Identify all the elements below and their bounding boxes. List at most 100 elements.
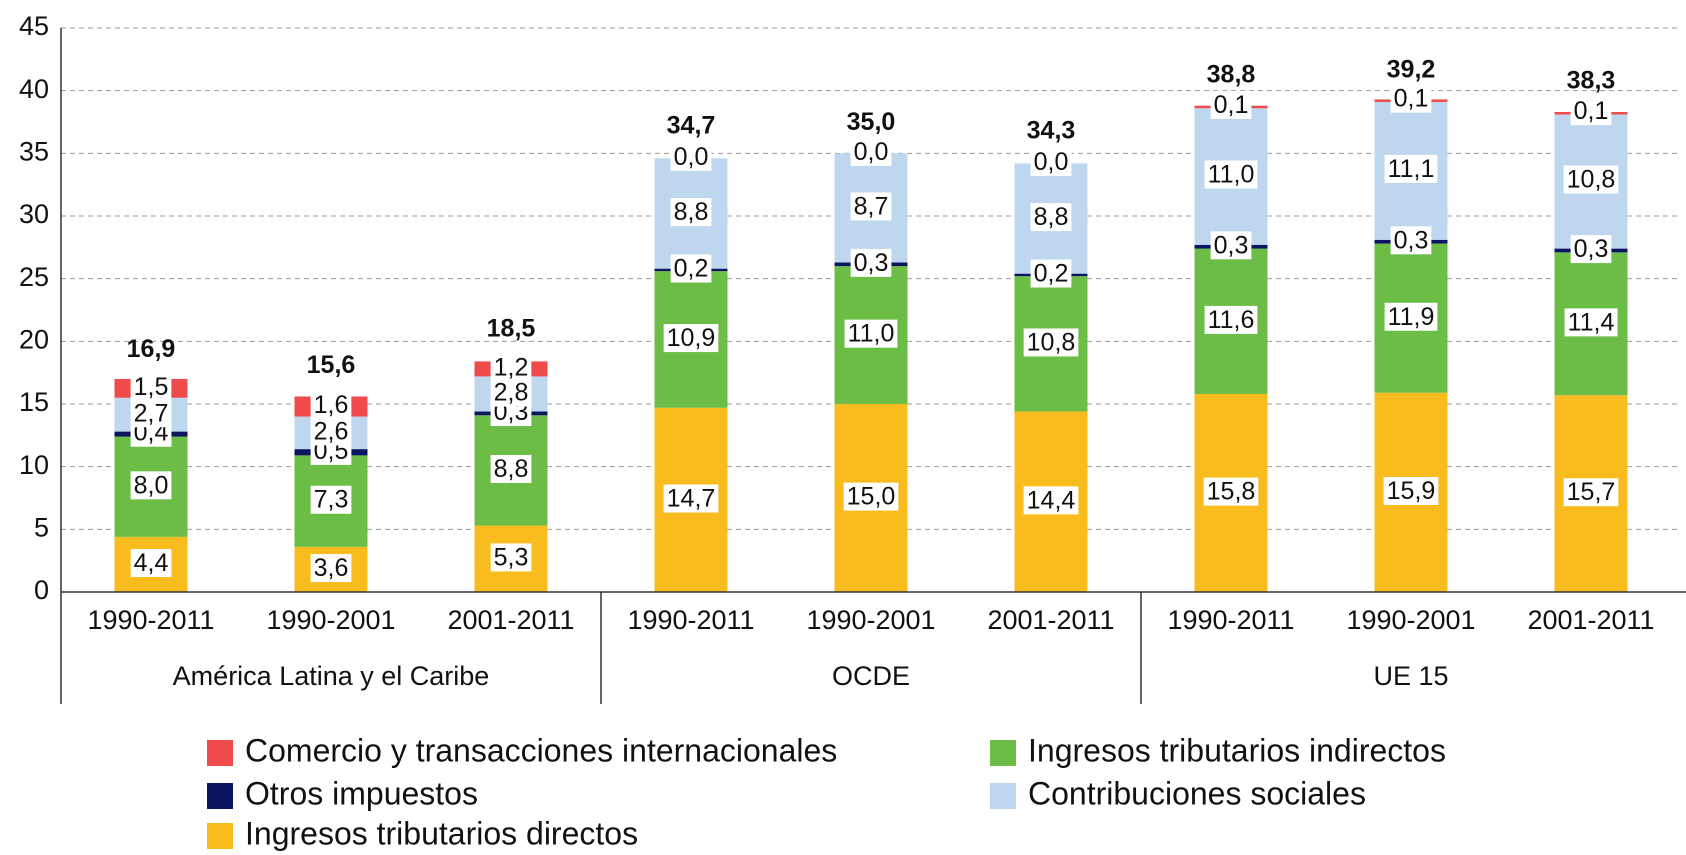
data-label: 10,9 [667, 324, 716, 352]
data-label-bg [1390, 226, 1432, 255]
data-label-bg [1384, 154, 1438, 183]
data-label: 0,3 [854, 249, 889, 277]
data-label: 1,5 [134, 373, 169, 401]
data-label: 11,1 [1388, 155, 1435, 183]
y-tick-label: 35 [19, 136, 49, 166]
y-tick-label: 10 [19, 450, 49, 480]
legend-swatch [207, 783, 233, 809]
x-tick-label: 1990-2001 [806, 605, 935, 635]
data-label: 3,6 [314, 554, 349, 582]
data-label: 0,3 [1394, 226, 1429, 254]
x-tick-label: 1990-2001 [266, 605, 395, 635]
data-label-bg [1210, 90, 1252, 119]
data-label-bg [844, 319, 898, 348]
data-label-bg [1564, 308, 1618, 337]
total-label: 35,0 [847, 108, 896, 136]
data-label-bg [310, 485, 352, 514]
data-label: 0,0 [674, 143, 709, 171]
data-label: 0,2 [674, 255, 709, 283]
data-label-bg [1023, 328, 1079, 357]
data-label-bg [1563, 478, 1619, 507]
legend-label: Ingresos tributarios indirectos [1028, 732, 1446, 768]
data-label-bg [670, 198, 712, 227]
data-label: 8,8 [494, 455, 529, 483]
y-tick-label: 5 [34, 512, 49, 542]
total-label: 34,7 [667, 112, 716, 140]
data-label: 14,4 [1027, 486, 1076, 514]
data-label-bg [310, 417, 352, 446]
data-label: 11,9 [1388, 303, 1435, 331]
data-label-bg [490, 543, 532, 572]
y-tick-label: 25 [19, 262, 49, 292]
legend-swatch [990, 740, 1016, 766]
data-label: 10,8 [1567, 166, 1616, 194]
data-label-bg [1030, 203, 1072, 232]
data-label-bg [1563, 165, 1619, 194]
data-label-bg [490, 353, 532, 382]
data-label-bg [1384, 302, 1438, 331]
legend-label: Comercio y transacciones internacionales [245, 732, 837, 768]
data-label: 0,0 [1034, 148, 1069, 176]
data-label: 8,8 [674, 198, 709, 226]
y-tick-label: 15 [19, 387, 49, 417]
x-tick-label: 1990-2011 [627, 605, 754, 635]
data-label-bg [670, 142, 712, 171]
data-label: 2,7 [134, 399, 169, 427]
data-label: 11,0 [1208, 161, 1255, 189]
data-label-bg [130, 399, 172, 428]
y-tick-label: 40 [19, 74, 49, 104]
data-label: 14,7 [667, 484, 716, 512]
data-label-bg [1570, 97, 1612, 126]
total-label: 38,3 [1567, 67, 1616, 95]
legend-swatch [207, 740, 233, 766]
data-label-bg [1203, 477, 1259, 506]
data-label: 15,8 [1207, 478, 1256, 506]
total-label: 38,8 [1207, 60, 1256, 88]
data-label: 10,8 [1027, 328, 1076, 356]
data-label-bg [310, 391, 352, 420]
data-label: 8,8 [1034, 203, 1069, 231]
data-label: 0,2 [1034, 260, 1069, 288]
data-label: 0,1 [1214, 91, 1249, 119]
data-label: 1,2 [494, 354, 529, 382]
total-label: 15,6 [307, 351, 356, 379]
data-label: 8,7 [854, 192, 889, 220]
data-label: 15,7 [1567, 478, 1616, 506]
data-label: 4,4 [134, 549, 169, 577]
data-label-bg [310, 554, 352, 583]
legend-label: Ingresos tributarios directos [245, 815, 638, 851]
data-label-bg [130, 372, 172, 401]
legend-label: Otros impuestos [245, 775, 478, 811]
group-label: UE 15 [1373, 661, 1448, 691]
data-label: 15,9 [1387, 477, 1436, 505]
data-label: 0,3 [1214, 231, 1249, 259]
legend-swatch [207, 823, 233, 849]
data-label-bg [843, 482, 899, 511]
data-label-bg [1383, 476, 1439, 505]
legend-label: Contribuciones sociales [1028, 775, 1366, 811]
y-tick-label: 20 [19, 324, 49, 354]
data-label: 7,3 [314, 486, 349, 514]
data-label-bg [1030, 259, 1072, 288]
data-label: 11,0 [848, 320, 895, 348]
y-tick-label: 45 [19, 11, 49, 41]
legend-swatch [990, 783, 1016, 809]
data-label-bg [1204, 305, 1258, 334]
x-tick-label: 1990-2011 [1167, 605, 1294, 635]
data-label-bg [663, 484, 719, 513]
data-label-bg [1023, 486, 1079, 515]
total-label: 34,3 [1027, 117, 1076, 145]
total-label: 16,9 [127, 335, 176, 363]
y-tick-label: 30 [19, 199, 49, 229]
data-label: 1,6 [314, 391, 349, 419]
data-label-bg [1390, 84, 1432, 113]
data-label: 2,8 [494, 379, 529, 407]
group-label: América Latina y el Caribe [173, 661, 490, 691]
data-label: 0,0 [854, 138, 889, 166]
x-tick-label: 2001-2011 [447, 605, 574, 635]
y-tick-label: 0 [34, 575, 49, 605]
x-tick-label: 1990-2001 [1346, 605, 1475, 635]
total-label: 39,2 [1387, 55, 1436, 83]
data-label-bg [850, 137, 892, 166]
